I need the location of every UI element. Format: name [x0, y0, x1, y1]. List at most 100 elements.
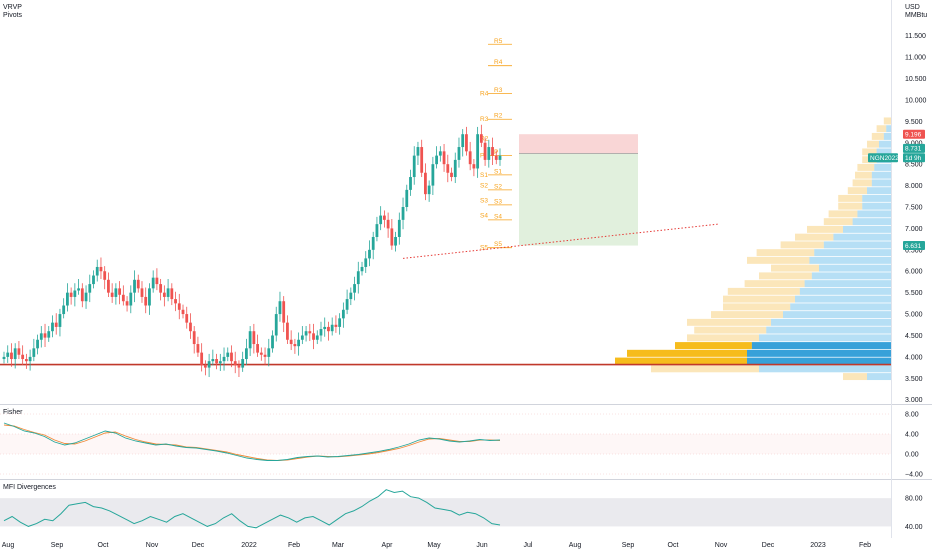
candle-body	[129, 292, 133, 306]
pivot-label-right: S5	[494, 241, 502, 248]
price-axis[interactable]: 11.500 11.000 10.500 10.000 9.500 9.000 8.500 8…	[905, 33, 927, 404]
volume-profile-up-bar	[867, 187, 891, 195]
volume-profile-up-bar	[862, 194, 891, 202]
candle-body	[58, 314, 62, 327]
fisher-zone	[0, 434, 891, 454]
candle-body	[371, 236, 375, 250]
pivot-label-left: R3	[480, 116, 489, 123]
time-tick-label: Jul	[524, 542, 533, 549]
candle-body	[189, 322, 192, 332]
volume-profile-up-bar	[823, 241, 891, 249]
candle-body	[256, 344, 259, 353]
volume-profile-up-bar	[759, 334, 891, 342]
candle-body	[397, 219, 401, 237]
volume-profile-up-bar	[811, 272, 891, 280]
volume-profile-down-bar	[747, 256, 810, 264]
volume-profile-down-bar	[883, 117, 891, 125]
mfi-title[interactable]: MFI Divergences	[3, 484, 56, 491]
trend-line[interactable]	[402, 223, 719, 259]
indicator-vrvp-label[interactable]: VRVP	[3, 4, 22, 11]
position-target-zone	[519, 153, 638, 246]
candle-body	[133, 279, 136, 293]
candle-body	[170, 288, 174, 300]
candle-body	[226, 352, 230, 357]
candle-body	[297, 339, 301, 347]
fisher-title[interactable]: Fisher	[3, 409, 23, 416]
price-tick-label: 7.500	[905, 205, 923, 212]
time-tick-label: Feb	[288, 542, 300, 549]
candle-body	[420, 147, 424, 173]
candle-body	[368, 249, 371, 259]
candle-body	[88, 284, 92, 293]
candle-body	[487, 147, 491, 160]
position-stop-zone	[519, 134, 638, 154]
volume-profile-down-bar	[694, 326, 767, 334]
volume-profile-down-bar	[723, 303, 791, 311]
volume-profile-up-bar	[759, 365, 891, 373]
candle-body	[446, 164, 450, 173]
price-tick-label: 8.000	[905, 183, 923, 190]
volume-profile-down-bar	[756, 249, 815, 257]
candle-body	[2, 356, 6, 360]
short-position-tool[interactable]	[519, 134, 638, 246]
volume-profile-up-bar	[814, 249, 891, 257]
currency-label[interactable]: USD	[905, 4, 920, 11]
price-tick-label: 10.500	[905, 76, 927, 83]
pivot-label-left: S1	[480, 172, 488, 179]
candle-body	[401, 207, 405, 220]
candle-body	[312, 333, 315, 340]
candle-body	[174, 299, 177, 304]
volume-profile-up-bar	[783, 311, 891, 319]
candle-body	[62, 305, 66, 315]
time-tick-label: Apr	[382, 542, 394, 549]
indicator-pivots-label[interactable]: Pivots	[3, 12, 23, 19]
volume-profile-down-bar	[855, 171, 872, 179]
volume-profile-up-bar	[804, 280, 891, 288]
candle-body	[51, 322, 54, 332]
candle-body	[230, 352, 233, 362]
price-tick-label: 10.000	[905, 97, 927, 104]
price-tick-label: 5.000	[905, 312, 923, 319]
mfi-line	[3, 489, 501, 529]
candle-body	[43, 333, 47, 338]
volume-profile-up-bar	[809, 256, 891, 264]
price-tag-label: 9.196	[905, 132, 922, 139]
volume-profile-up-bar	[857, 210, 891, 218]
trendline-dotted	[402, 223, 719, 259]
candle-body	[394, 236, 397, 246]
volume-profile-poc-up-bar	[747, 357, 891, 365]
candle-body	[382, 215, 386, 220]
price-tick-label: 4.500	[905, 333, 923, 340]
candle-body	[155, 277, 159, 285]
volume-profile-up-bar	[771, 318, 891, 326]
volume-profile-down-bar	[847, 187, 867, 195]
volume-profile-up-bar	[795, 295, 891, 303]
pivot-label-right: S3	[494, 198, 502, 205]
candle-body	[494, 155, 498, 160]
candle-body	[144, 296, 148, 306]
pivot-label-left: S3	[480, 198, 488, 205]
candle-body	[308, 331, 312, 334]
price-tick-label: 4.000	[905, 354, 923, 361]
volume-profile-poc-up-bar	[751, 342, 891, 350]
unit-label[interactable]: MMBtu	[905, 12, 927, 19]
candles	[2, 124, 502, 378]
candle-body	[17, 348, 21, 355]
candle-body	[431, 164, 435, 186]
candle-body	[196, 344, 200, 353]
price-tick-label: 6.000	[905, 269, 923, 276]
time-axis[interactable]: Aug Sep Oct Nov Dec 2022 Feb Mar Apr May Jun Jul Aug…	[2, 542, 871, 549]
candle-body	[293, 344, 297, 347]
candle-body	[136, 279, 140, 289]
candle-body	[412, 155, 416, 178]
candle-body	[271, 335, 274, 349]
candle-body	[241, 359, 245, 368]
price-tick-label: 11.500	[905, 33, 926, 40]
price-tag-box	[903, 143, 925, 153]
price-tick-label: 9.000	[905, 140, 923, 147]
candle-body	[476, 134, 480, 169]
volume-profile-up-bar	[886, 125, 891, 133]
volume-profile-down-bar	[780, 241, 824, 249]
candle-body	[468, 151, 472, 165]
